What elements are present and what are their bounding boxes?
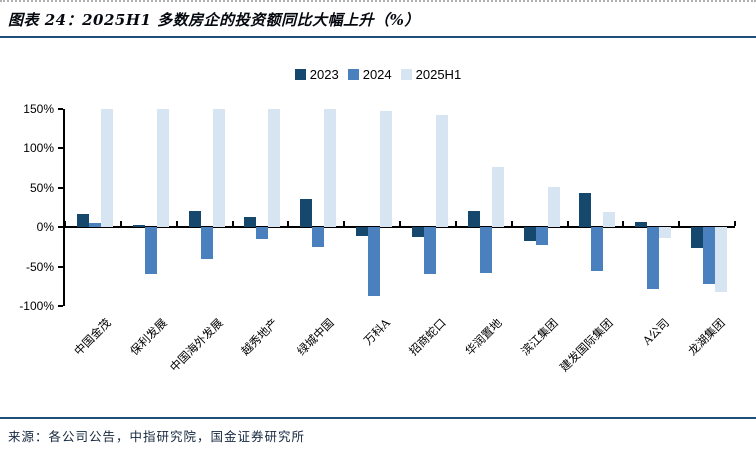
- legend-label-2024: 2024: [362, 67, 392, 82]
- bar-2023-绿城中国: [300, 198, 313, 228]
- x-axis-tick: [510, 221, 513, 227]
- bar-2024-龙湖集团: [703, 227, 716, 284]
- x-axis-tick: [678, 221, 681, 227]
- x-axis-tick: [622, 221, 625, 227]
- y-axis-tick: [58, 147, 63, 150]
- legend-swatch-2023: [294, 69, 306, 80]
- title-divider: [0, 36, 756, 38]
- y-axis-tick-label: 150%: [23, 102, 54, 116]
- bar-2024-滨江集团: [535, 227, 548, 246]
- legend-item-2024: 2024: [347, 67, 392, 82]
- chart-title: 图表 24：2025H1 多数房企的投资额同比大幅上升（%）: [8, 11, 420, 29]
- x-axis-category-label: 中国金茂: [71, 315, 114, 359]
- bar-2025H1-滨江集团: [547, 187, 560, 228]
- y-axis-tick: [58, 186, 63, 189]
- bar-2024-招商蛇口: [423, 227, 436, 274]
- x-axis-category-label: 建发国际集团: [557, 315, 617, 375]
- x-axis-tick: [287, 221, 290, 227]
- y-axis-line: [63, 109, 65, 306]
- bar-2025H1-龙湖集团: [715, 227, 728, 292]
- y-axis-tick-label: 100%: [23, 141, 54, 156]
- bar-2023-滨江集团: [523, 227, 536, 242]
- y-axis-tick-label: -50%: [25, 259, 54, 274]
- bar-2023-中国金茂: [76, 213, 89, 228]
- bar-2023-招商蛇口: [411, 227, 424, 237]
- x-axis-category-label: 滨江集团: [517, 315, 561, 359]
- x-axis-tick: [343, 221, 346, 227]
- bar-2023-建发国际集团: [579, 193, 592, 228]
- bar-2025H1-保利发展: [156, 109, 169, 228]
- x-axis-tick: [231, 221, 234, 227]
- x-axis-category-label: 绿城中国: [294, 315, 337, 359]
- bar-2024-中国金茂: [88, 223, 101, 228]
- bar-2025H1-招商蛇口: [435, 114, 448, 228]
- y-axis-tick: [58, 226, 63, 229]
- bar-2024-中国海外发展: [200, 227, 213, 260]
- x-axis-category-label: 越秀地产: [238, 315, 282, 359]
- x-axis-tick: [64, 221, 66, 227]
- x-axis-tick: [566, 221, 569, 227]
- source-note: 来源：各公司公告，中指研究院，国金证券研究所: [8, 429, 306, 444]
- bar-2023-保利发展: [132, 224, 145, 228]
- legend-label-2025h1: 2025H1: [415, 67, 462, 82]
- y-axis-tick-label: 50%: [29, 180, 54, 195]
- bar-2024-保利发展: [144, 227, 157, 275]
- bar-2025H1-越秀地产: [268, 109, 281, 228]
- x-axis-category-label: A公司: [639, 315, 672, 348]
- x-axis-tick: [734, 221, 736, 227]
- x-axis-tick: [175, 221, 178, 227]
- x-axis-category-label: 龙湖集团: [685, 315, 728, 359]
- bar-2025H1-中国金茂: [100, 109, 113, 228]
- bar-2023-华润置地: [467, 210, 480, 228]
- x-axis-tick: [119, 221, 122, 227]
- legend-swatch-2025h1: [400, 69, 412, 80]
- bar-2025H1-建发国际集团: [603, 212, 616, 228]
- y-axis-tick: [58, 305, 63, 307]
- legend-swatch-2024: [347, 69, 359, 80]
- y-axis-tick-label: 0%: [36, 220, 54, 235]
- bar-2024-A公司: [647, 227, 660, 289]
- bar-2023-越秀地产: [244, 216, 257, 228]
- bar-2023-A公司: [635, 221, 648, 228]
- bar-2024-建发国际集团: [591, 227, 604, 271]
- x-axis-category-label: 中国海外发展: [166, 315, 226, 375]
- bar-2023-万科A: [356, 227, 369, 236]
- bar-2024-万科A: [368, 227, 381, 296]
- bar-2025H1-华润置地: [491, 167, 504, 228]
- bar-2023-龙湖集团: [691, 227, 704, 248]
- chart-legend: 2023 2024 2025H1: [0, 67, 756, 82]
- legend-item-2023: 2023: [294, 67, 339, 82]
- x-axis-category-label: 华润置地: [461, 315, 505, 359]
- bar-2025H1-绿城中国: [324, 109, 337, 228]
- bar-2025H1-万科A: [380, 110, 393, 228]
- bar-2024-华润置地: [479, 227, 492, 273]
- bar-2025H1-中国海外发展: [212, 109, 225, 228]
- zero-baseline: [63, 226, 735, 229]
- bar-2023-中国海外发展: [188, 210, 201, 228]
- x-axis-category-label: 万科A: [360, 315, 393, 348]
- y-axis-tick-label: -100%: [19, 299, 54, 313]
- bar-2024-绿城中国: [312, 227, 325, 247]
- x-axis-category-label: 招商蛇口: [406, 315, 449, 359]
- bar-2025H1-A公司: [659, 227, 672, 239]
- source-divider: [0, 417, 756, 419]
- y-axis-tick: [58, 265, 63, 268]
- x-axis-tick: [399, 221, 401, 227]
- legend-item-2025h1: 2025H1: [400, 67, 462, 82]
- x-axis-tick: [454, 221, 457, 227]
- x-axis-category-label: 保利发展: [126, 315, 170, 359]
- y-axis-tick: [58, 108, 63, 110]
- bar-2024-越秀地产: [256, 227, 269, 239]
- legend-label-2023: 2023: [309, 67, 339, 82]
